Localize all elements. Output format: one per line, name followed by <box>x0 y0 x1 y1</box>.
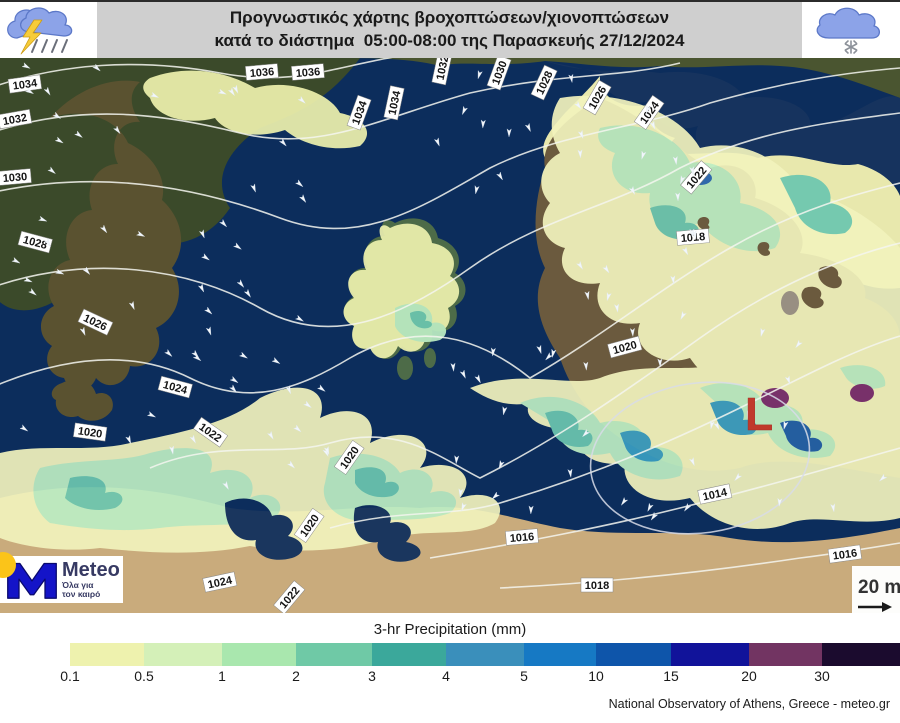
svg-text:20 m/s: 20 m/s <box>858 577 900 598</box>
